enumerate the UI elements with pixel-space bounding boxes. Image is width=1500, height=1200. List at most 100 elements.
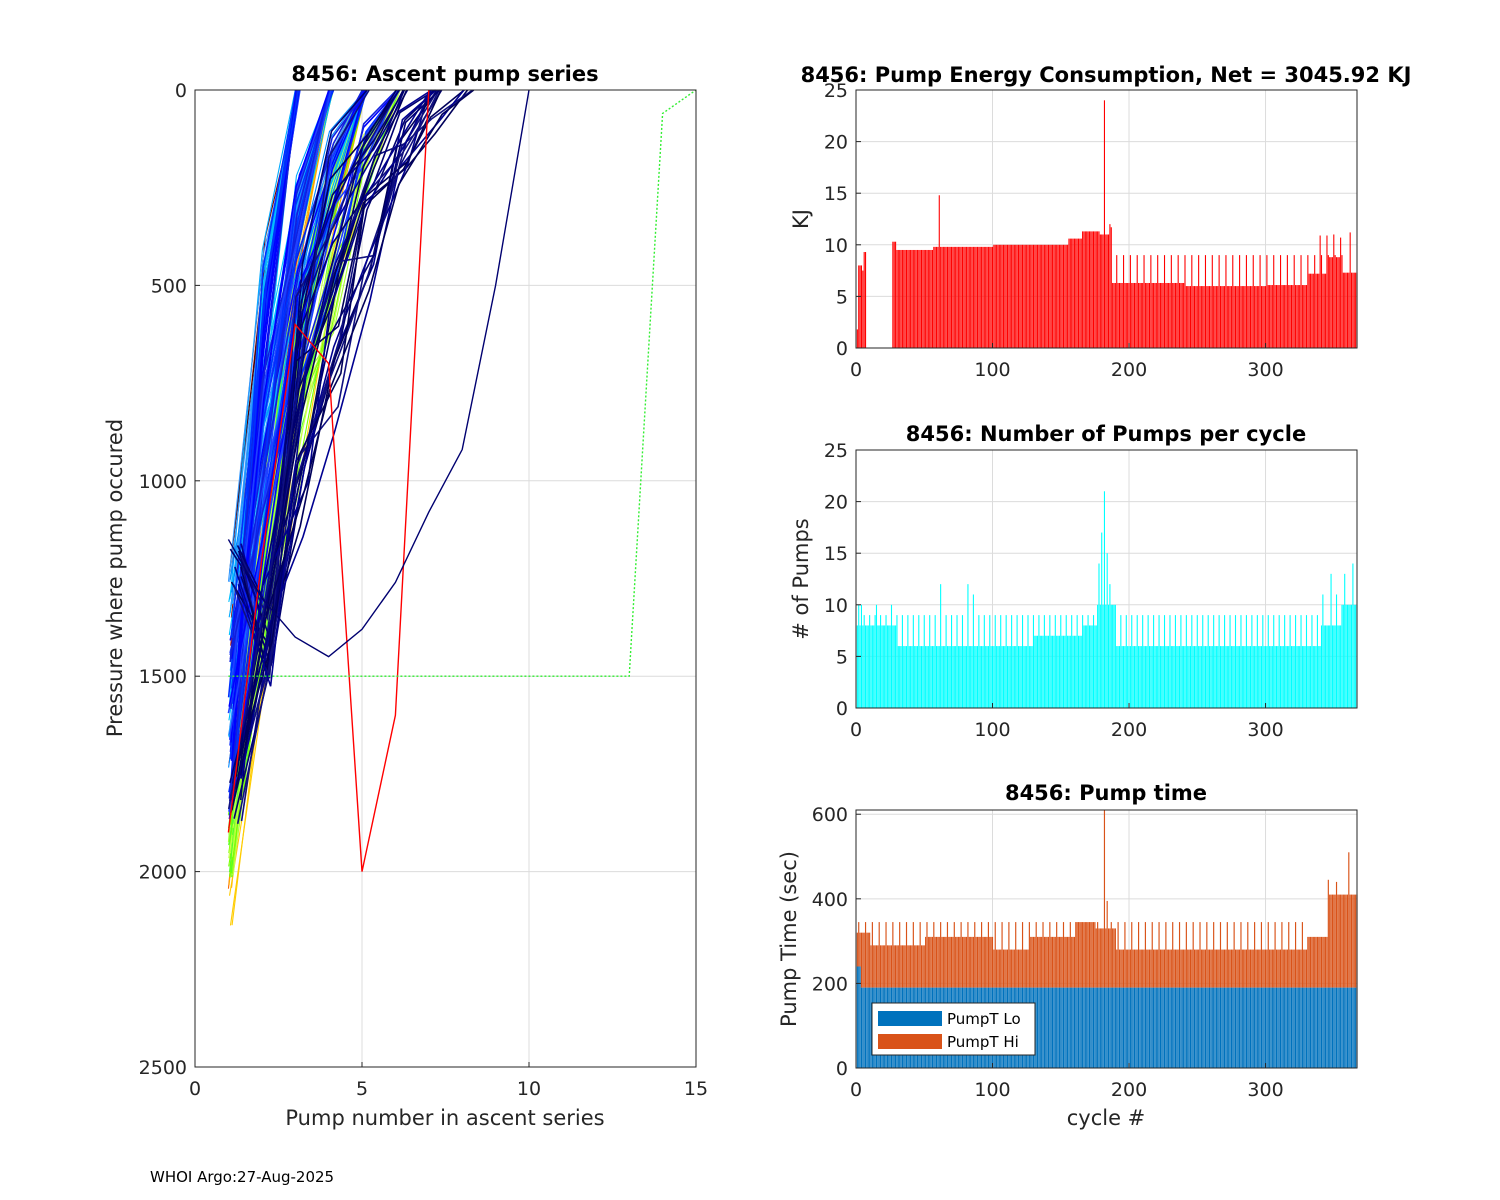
pumptime-hi-bar-216 (1150, 949, 1152, 988)
energy-bar-91 (979, 246, 981, 348)
energy-bar-65 (944, 246, 946, 348)
pumps-bar-217 (1151, 646, 1153, 708)
energy-bar-47 (919, 249, 921, 348)
pumps-bar-20 (882, 625, 884, 708)
pumptime-lo-bar-333 (1310, 987, 1312, 1068)
pumptime-hi-bar-272 (1226, 922, 1228, 988)
pumptime-hi-bar-196 (1122, 949, 1125, 988)
pumps-bar-155 (1067, 635, 1069, 708)
pumptime-hi-bar-58 (934, 936, 936, 988)
pumptime-hi-bar-305 (1271, 949, 1273, 988)
pumptime-hi-bar-249 (1195, 949, 1197, 988)
ascent-panel: 0 5 10 15 0 500 1000 1500 2000 2500 8456: Ascent … (103, 62, 708, 1130)
energy-bar-312 (1281, 285, 1283, 348)
energy-bar-309 (1277, 285, 1279, 348)
pumptime-lo-bar-165 (1080, 987, 1082, 1068)
energy-bar-48 (920, 249, 923, 348)
pumptime-hi-bar-211 (1143, 949, 1145, 988)
pumptime-hi-bar-308 (1275, 949, 1278, 988)
pumptime-hi-bar-145 (1053, 936, 1055, 988)
pumps-bar-313 (1282, 646, 1284, 708)
pumptime-hi-bar-157 (1069, 922, 1071, 988)
energy-bar-154 (1065, 244, 1067, 348)
pumps-axes-box (855, 449, 1358, 709)
pumps-bar-31 (897, 646, 899, 708)
pumptime-hi-bar-207 (1138, 922, 1140, 988)
energy-bar-150 (1060, 244, 1062, 348)
pumps-bar-182 (1103, 491, 1105, 708)
pumptime-lo-bar-228 (1166, 987, 1168, 1068)
energy-bar-29 (895, 241, 897, 348)
pumps-bar-255 (1203, 646, 1205, 708)
pumptime-hi-bar-67 (946, 922, 949, 988)
pumps-bar-272 (1226, 646, 1228, 708)
pumptime-lo-bar-299 (1263, 987, 1265, 1068)
pumps-ytick-label-15: 15 (824, 543, 848, 565)
energy-bar-313 (1282, 285, 1284, 348)
energy-bar-347 (1329, 257, 1331, 348)
pumps-bar-132 (1035, 635, 1037, 708)
pumptime-lo-bar-331 (1307, 987, 1309, 1068)
energy-bar-49 (922, 249, 924, 348)
pumptime-hi-bar-166 (1082, 922, 1084, 988)
energy-bar-237 (1178, 282, 1181, 348)
pumptime-hi-bar-202 (1131, 922, 1133, 988)
pumptime-hi-bar-80 (964, 936, 966, 988)
pumptime-hi-bar-38 (907, 945, 909, 988)
energy-ytick-label-25: 25 (824, 80, 848, 102)
pumptime-lo-bar-323 (1296, 987, 1298, 1068)
pumptime-lo-bar-199 (1127, 987, 1129, 1068)
energy-bar-282 (1240, 286, 1242, 348)
pumptime-lo-bar-225 (1162, 987, 1164, 1068)
energy-bar-188 (1112, 282, 1114, 348)
pumptime-hi-bar-120 (1019, 949, 1021, 988)
energy-bar-163 (1077, 238, 1080, 348)
pumptime-hi-bar-79 (963, 936, 965, 988)
pumptime-hi-bar-139 (1045, 936, 1047, 988)
pumps-bar-204 (1133, 646, 1136, 708)
energy-bar-141 (1047, 244, 1050, 348)
pumps-bar-360 (1346, 604, 1348, 708)
pumptime-hi-bar-195 (1121, 949, 1123, 988)
pumptime-lo-bar-145 (1053, 987, 1055, 1068)
pumptime-hi-bar-361 (1348, 852, 1350, 988)
pumps-bar-139 (1045, 635, 1047, 708)
pumptime-lo-bar-192 (1117, 987, 1119, 1068)
ascent-line-blue-38 (230, 89, 300, 638)
pumptime-hi-bar-336 (1314, 936, 1316, 988)
pumps-bar-141 (1047, 635, 1050, 708)
pumps-bar-126 (1027, 615, 1029, 708)
pumptime-hi-bar-13 (873, 945, 875, 988)
energy-bar-6 (863, 252, 865, 348)
pumptime-hi-bar-322 (1294, 922, 1297, 988)
pumps-bar-145 (1053, 635, 1055, 708)
pumps-bar-4 (860, 604, 863, 708)
energy-bar-178 (1098, 231, 1100, 348)
pumps-bar-294 (1256, 615, 1258, 708)
pumps-bar-71 (952, 646, 954, 708)
pumps-bar-327 (1301, 646, 1303, 708)
pumps-bar-29 (895, 625, 897, 708)
pumps-bar-227 (1165, 646, 1167, 708)
energy-bar-360 (1346, 272, 1348, 348)
pumptime-hi-bar-152 (1062, 922, 1065, 988)
pumps-bar-148 (1057, 635, 1059, 708)
pumptime-lo-bar-211 (1143, 987, 1145, 1068)
pumps-bar-36 (904, 646, 906, 708)
pumptime-lo-bar-8 (866, 987, 868, 1068)
pumptime-hi-bar-45 (916, 945, 919, 988)
pumps-bar-259 (1209, 646, 1211, 708)
pumps-bar-154 (1065, 615, 1067, 708)
energy-bar-279 (1236, 286, 1238, 348)
pumptime-hi-bar-155 (1067, 936, 1069, 988)
pumps-bar-254 (1202, 615, 1204, 708)
pumps-bar-53 (927, 646, 929, 708)
pumps-bar-242 (1185, 615, 1187, 708)
pumps-bar-107 (1001, 646, 1003, 708)
energy-bar-31 (897, 249, 899, 348)
energy-bar-127 (1028, 244, 1030, 348)
pumps-bar-163 (1077, 635, 1080, 708)
energy-bar-326 (1300, 255, 1302, 348)
pumptime-hi-bar-358 (1344, 894, 1346, 988)
pumps-bar-43 (914, 646, 916, 708)
